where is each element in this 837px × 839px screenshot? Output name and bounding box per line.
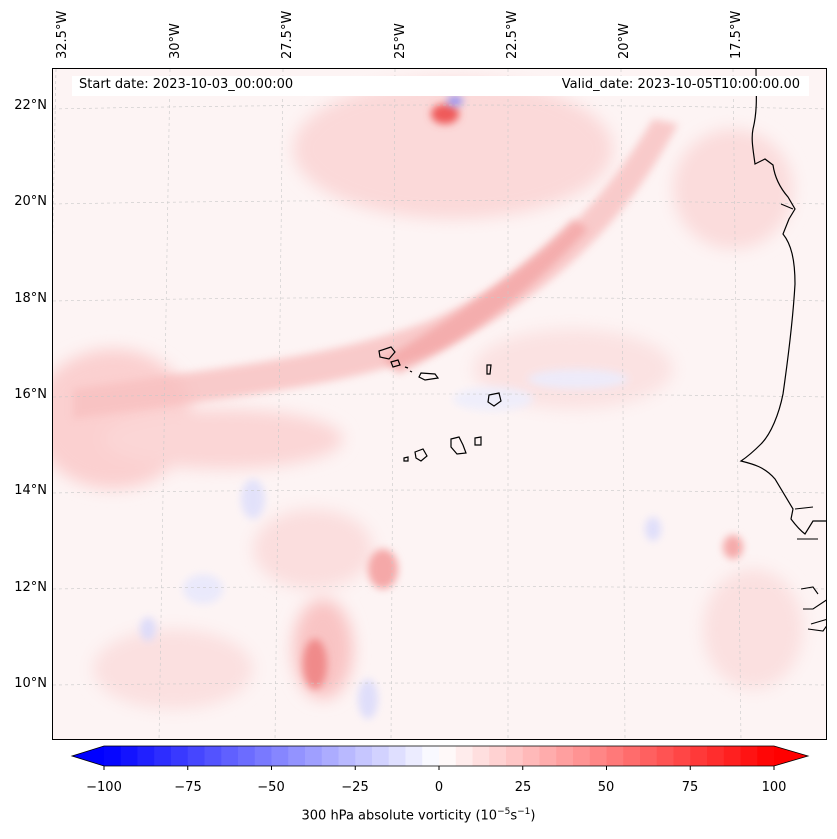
colorbar-segment xyxy=(372,746,390,766)
colorbar-tick-label: −25 xyxy=(341,780,369,795)
colorbar-segment xyxy=(305,746,323,766)
colorbar-segment xyxy=(338,746,356,766)
colorbar-segment xyxy=(556,746,574,766)
colorbar-segment xyxy=(740,746,758,766)
info-bar xyxy=(72,76,809,96)
lon-tick-label: 27.5°W xyxy=(280,10,295,59)
cape-verde-islands xyxy=(378,346,502,462)
colorbar-segment xyxy=(439,746,457,766)
colorbar-segment xyxy=(254,746,272,766)
colorbar-segment xyxy=(489,746,507,766)
lat-tick-label: 10°N xyxy=(14,676,47,691)
coastline-details xyxy=(780,203,826,632)
colorbar-segment xyxy=(104,746,122,766)
lat-tick-label: 22°N xyxy=(14,98,47,113)
lon-tick-label: 22.5°W xyxy=(505,10,520,59)
colorbar-tick-label: 50 xyxy=(597,780,615,795)
lat-tick-label: 14°N xyxy=(14,483,47,498)
colorbar-segment xyxy=(187,746,205,766)
jet-streak-band xyxy=(73,119,678,419)
colorbar-extend-min xyxy=(72,746,104,766)
vorticity-maxima xyxy=(303,104,743,689)
graticule xyxy=(53,69,826,739)
colorbar-tick-label: −75 xyxy=(174,780,202,795)
colorbar-segment xyxy=(288,746,306,766)
lat-tick-label: 18°N xyxy=(14,291,47,306)
colorbar-segment xyxy=(573,746,591,766)
colorbar-segments xyxy=(70,745,810,767)
colorbar-segment xyxy=(455,746,473,766)
colorbar-segment xyxy=(589,746,607,766)
lon-tick-label: 17.5°W xyxy=(729,10,744,59)
lon-tick-label: 25°W xyxy=(393,23,408,59)
jet-streak-core xyxy=(383,219,588,374)
start-date-label: Start date: 2023-10-03_00:00:00 xyxy=(79,77,294,92)
colorbar-segment xyxy=(321,746,339,766)
lat-tick-label: 20°N xyxy=(14,194,47,209)
colorbar xyxy=(70,745,810,770)
colorbar-tick-label: 100 xyxy=(761,780,787,795)
colorbar-tick-label: −100 xyxy=(86,780,122,795)
colorbar-segment xyxy=(422,746,440,766)
colorbar-extend-max xyxy=(774,746,808,766)
colorbar-segment xyxy=(137,746,155,766)
colorbar-segment xyxy=(221,746,239,766)
vorticity-negative-areas xyxy=(140,96,661,719)
colorbar-segment xyxy=(120,746,138,766)
lat-tick-label: 16°N xyxy=(14,387,47,402)
colorbar-segment xyxy=(539,746,557,766)
colorbar-segment xyxy=(723,746,741,766)
colorbar-segment xyxy=(656,746,674,766)
colorbar-tick-label: 75 xyxy=(681,780,699,795)
vorticity-field xyxy=(53,69,826,739)
lon-tick-label: 30°W xyxy=(168,23,183,59)
lat-tick-label: 12°N xyxy=(14,580,47,595)
colorbar-segment xyxy=(640,746,658,766)
colorbar-segment xyxy=(690,746,708,766)
colorbar-tick-label: −50 xyxy=(257,780,285,795)
west-africa-coastline xyxy=(739,69,826,535)
lon-tick-label: 32.5°W xyxy=(55,10,70,59)
colorbar-segment xyxy=(388,746,406,766)
colorbar-segment xyxy=(154,746,172,766)
valid-date-label: Valid_date: 2023-10-05T10:00:00.00 xyxy=(561,77,800,92)
colorbar-segment xyxy=(405,746,423,766)
colorbar-segment xyxy=(522,746,540,766)
colorbar-tick-label: 0 xyxy=(434,780,444,795)
lon-tick-label: 20°W xyxy=(617,23,632,59)
colorbar-segment xyxy=(171,746,189,766)
colorbar-segment xyxy=(472,746,490,766)
colorbar-segment xyxy=(757,746,775,766)
colorbar-tick-marks xyxy=(103,766,775,770)
map-panel xyxy=(52,68,827,740)
colorbar-segment xyxy=(238,746,256,766)
colorbar-segment xyxy=(271,746,289,766)
colorbar-segment xyxy=(707,746,725,766)
colorbar-segment xyxy=(506,746,524,766)
colorbar-label: 300 hPa absolute vorticity (10−5s−1) xyxy=(301,807,536,824)
colorbar-segment xyxy=(623,746,641,766)
colorbar-segment xyxy=(204,746,222,766)
colorbar-segment xyxy=(606,746,624,766)
colorbar-segment xyxy=(673,746,691,766)
colorbar-tick-label: 25 xyxy=(514,780,532,795)
colorbar-segment xyxy=(355,746,373,766)
